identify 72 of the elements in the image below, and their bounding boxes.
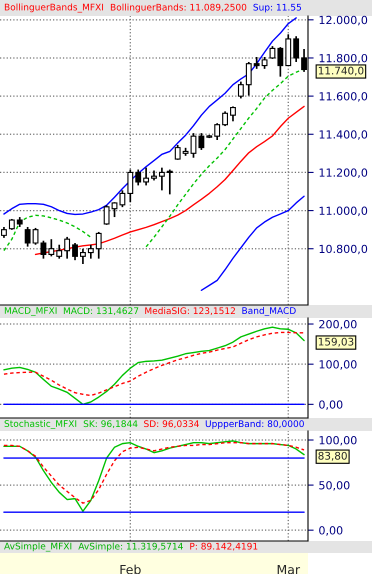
text: 11.740,0 bbox=[318, 66, 364, 76]
text: BollinguerBands: 11.089,2500 bbox=[110, 4, 246, 12]
candlestick bbox=[277, 46, 284, 78]
text: MACD: 131,4627 bbox=[64, 307, 138, 316]
y-tick-label: 11.600,0 bbox=[320, 92, 368, 102]
text: Band_MACD bbox=[242, 307, 296, 316]
chart-title: BollinguerBands_MFXI bbox=[4, 4, 104, 12]
y-tick-label: 11.400,0 bbox=[320, 130, 368, 140]
y-tick-label: 10.800,0 bbox=[320, 244, 368, 254]
text: AvSimple_MFXI bbox=[4, 542, 72, 552]
candlestick bbox=[190, 132, 196, 159]
candlestick bbox=[174, 144, 181, 161]
x-tick-label: Feb bbox=[120, 564, 141, 574]
series-label: SK: 96,1844 bbox=[84, 420, 138, 428]
x-tick-label: Mar bbox=[278, 564, 300, 574]
candlestick bbox=[127, 168, 134, 204]
line-series bbox=[200, 196, 305, 292]
y-tick-label: 0,00 bbox=[319, 526, 342, 536]
chart-title: Stochastic_MFXI bbox=[4, 420, 76, 429]
candlestick bbox=[238, 80, 244, 100]
candlestick bbox=[230, 106, 236, 122]
candlestick bbox=[88, 244, 94, 260]
candlestick bbox=[1, 226, 7, 239]
y-tick-label: 100,00 bbox=[320, 436, 357, 446]
y-tick-label: 200,00 bbox=[319, 320, 357, 330]
candlestick bbox=[48, 238, 54, 258]
y-tick-label: 0,00 bbox=[319, 400, 342, 410]
y-tick-label: 11.800,0 bbox=[320, 54, 368, 64]
text: UppperBand: 80,0000 bbox=[206, 420, 304, 429]
candlestick bbox=[80, 248, 86, 265]
line-series bbox=[3, 17, 297, 216]
candlestick bbox=[8, 218, 15, 231]
y-tick-label: 12.000,0 bbox=[320, 16, 368, 26]
text: 159,03 bbox=[318, 338, 354, 347]
candlestick bbox=[143, 166, 150, 186]
candlestick bbox=[112, 201, 118, 218]
candlestick bbox=[158, 166, 165, 192]
candlestick bbox=[104, 204, 110, 226]
text: 83,80 bbox=[318, 452, 347, 461]
candlestick bbox=[56, 244, 62, 260]
candlestick bbox=[246, 61, 252, 96]
line-series bbox=[3, 326, 305, 406]
series-label: Sup: 11.55 bbox=[253, 4, 302, 12]
candlestick bbox=[270, 45, 276, 60]
candlestick bbox=[96, 231, 102, 260]
candlestick bbox=[222, 110, 228, 127]
series-label: SD: 96,0334 bbox=[144, 420, 199, 428]
candlestick bbox=[64, 236, 70, 260]
candlestick bbox=[24, 226, 31, 248]
text: AvSimple: 11.319,5714 bbox=[78, 542, 183, 552]
y-tick-label: 100,00 bbox=[320, 360, 357, 370]
y-tick-label: 11.000,0 bbox=[320, 206, 368, 216]
candlestick bbox=[40, 240, 46, 260]
candlestick bbox=[198, 132, 204, 151]
line-series bbox=[34, 106, 305, 256]
candlestick bbox=[166, 168, 173, 196]
candlestick bbox=[72, 242, 78, 262]
candlestick bbox=[214, 122, 220, 141]
candlestick bbox=[262, 56, 268, 70]
text: P: 89.142,4191 bbox=[190, 542, 258, 551]
candlestick bbox=[151, 170, 157, 182]
y-tick-label: 11.200,0 bbox=[320, 168, 368, 178]
chart-title: MACD_MFXI bbox=[4, 307, 57, 316]
candlestick bbox=[119, 190, 126, 208]
text: MediaSIG: 123,1512 bbox=[145, 307, 235, 316]
candlestick bbox=[254, 56, 260, 70]
line-series bbox=[3, 332, 305, 396]
y-tick-label: 50,00 bbox=[319, 481, 350, 491]
candlestick bbox=[135, 168, 142, 186]
candlestick bbox=[32, 227, 38, 246]
candlestick bbox=[293, 35, 300, 63]
candlestick bbox=[16, 216, 23, 228]
